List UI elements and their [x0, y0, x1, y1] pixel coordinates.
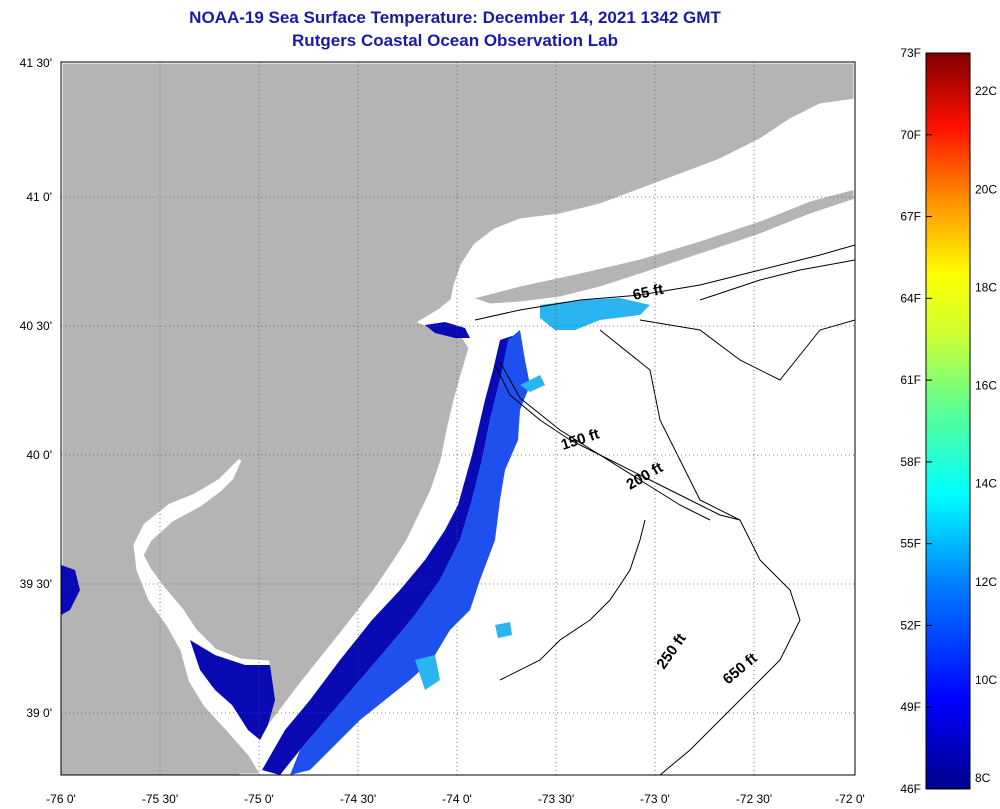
colorbar-f-label: 49F: [900, 700, 921, 714]
sst-coastal-light-patch: [415, 375, 545, 690]
colorbar-f-label: 67F: [900, 210, 921, 224]
lat-label: 39 30': [20, 577, 52, 591]
colorbar-celsius-labels: 22C 20C 18C 16C 14C 12C 10C 8C: [975, 84, 997, 785]
colorbar-f-label: 46F: [900, 782, 921, 796]
colorbar-f-label: 61F: [900, 373, 921, 387]
sst-li-shelf-patch: [540, 298, 650, 330]
lat-label: 40 30': [20, 319, 52, 333]
lon-label: -72 30': [736, 792, 772, 806]
delaware-river-water: [61, 565, 80, 615]
colorbar-f-label: 64F: [900, 291, 921, 305]
lon-label: -74 0': [442, 792, 472, 806]
long-island-land: [464, 186, 855, 307]
lon-label: -75 0': [244, 792, 274, 806]
colorbar-c-label: 20C: [975, 182, 997, 196]
lat-label: 41 30': [20, 56, 52, 70]
colorbar-f-label: 73F: [900, 46, 921, 60]
delaware-bay-water: [190, 640, 275, 740]
lon-label: -76 0': [46, 792, 76, 806]
latitude-labels: 41 30' 41 0' 40 30' 40 0' 39 30' 39 0': [20, 56, 52, 720]
lon-label: -75 30': [142, 792, 178, 806]
colorbar: [925, 52, 971, 790]
colorbar-c-label: 16C: [975, 379, 997, 393]
colorbar-f-label: 52F: [900, 618, 921, 632]
lon-label: -72 0': [835, 792, 865, 806]
sst-coastal-dark: [262, 335, 515, 775]
mainland-land: [61, 62, 855, 775]
map-subtitle: Rutgers Coastal Ocean Observation Lab: [292, 31, 618, 50]
colorbar-c-label: 10C: [975, 673, 997, 687]
graticule: [61, 62, 855, 775]
colorbar-f-label: 58F: [900, 455, 921, 469]
sst-coastal-mid: [290, 330, 530, 775]
lat-label: 39 0': [26, 706, 52, 720]
colorbar-f-label: 70F: [900, 128, 921, 142]
map-title: NOAA-19 Sea Surface Temperature: Decembe…: [189, 8, 721, 27]
map-frame: [60, 61, 856, 776]
colorbar-c-label: 22C: [975, 84, 997, 98]
colorbar-ticks: [926, 52, 932, 790]
colorbar-c-label: 12C: [975, 575, 997, 589]
longitude-labels: -76 0' -75 30' -75 0' -74 30' -74 0' -73…: [46, 792, 865, 806]
depth-label-65ft: 65 ft: [631, 281, 665, 304]
colorbar-fahrenheit-labels: 73F 70F 67F 64F 61F 58F 55F 52F 49F 46F: [900, 46, 921, 796]
lat-label: 40 0': [26, 448, 52, 462]
colorbar-c-label: 14C: [975, 477, 997, 491]
colorbar-f-label: 55F: [900, 537, 921, 551]
lon-label: -73 30': [538, 792, 574, 806]
depth-contours: [474, 244, 855, 775]
colorbar-c-label: 8C: [975, 771, 991, 785]
lat-label: 41 0': [26, 190, 52, 204]
colorbar-c-label: 18C: [975, 280, 997, 294]
sst-raritan-bay: [425, 322, 470, 338]
delaware-land: [61, 600, 240, 775]
lon-label: -74 30': [340, 792, 376, 806]
lon-label: -73 0': [640, 792, 670, 806]
